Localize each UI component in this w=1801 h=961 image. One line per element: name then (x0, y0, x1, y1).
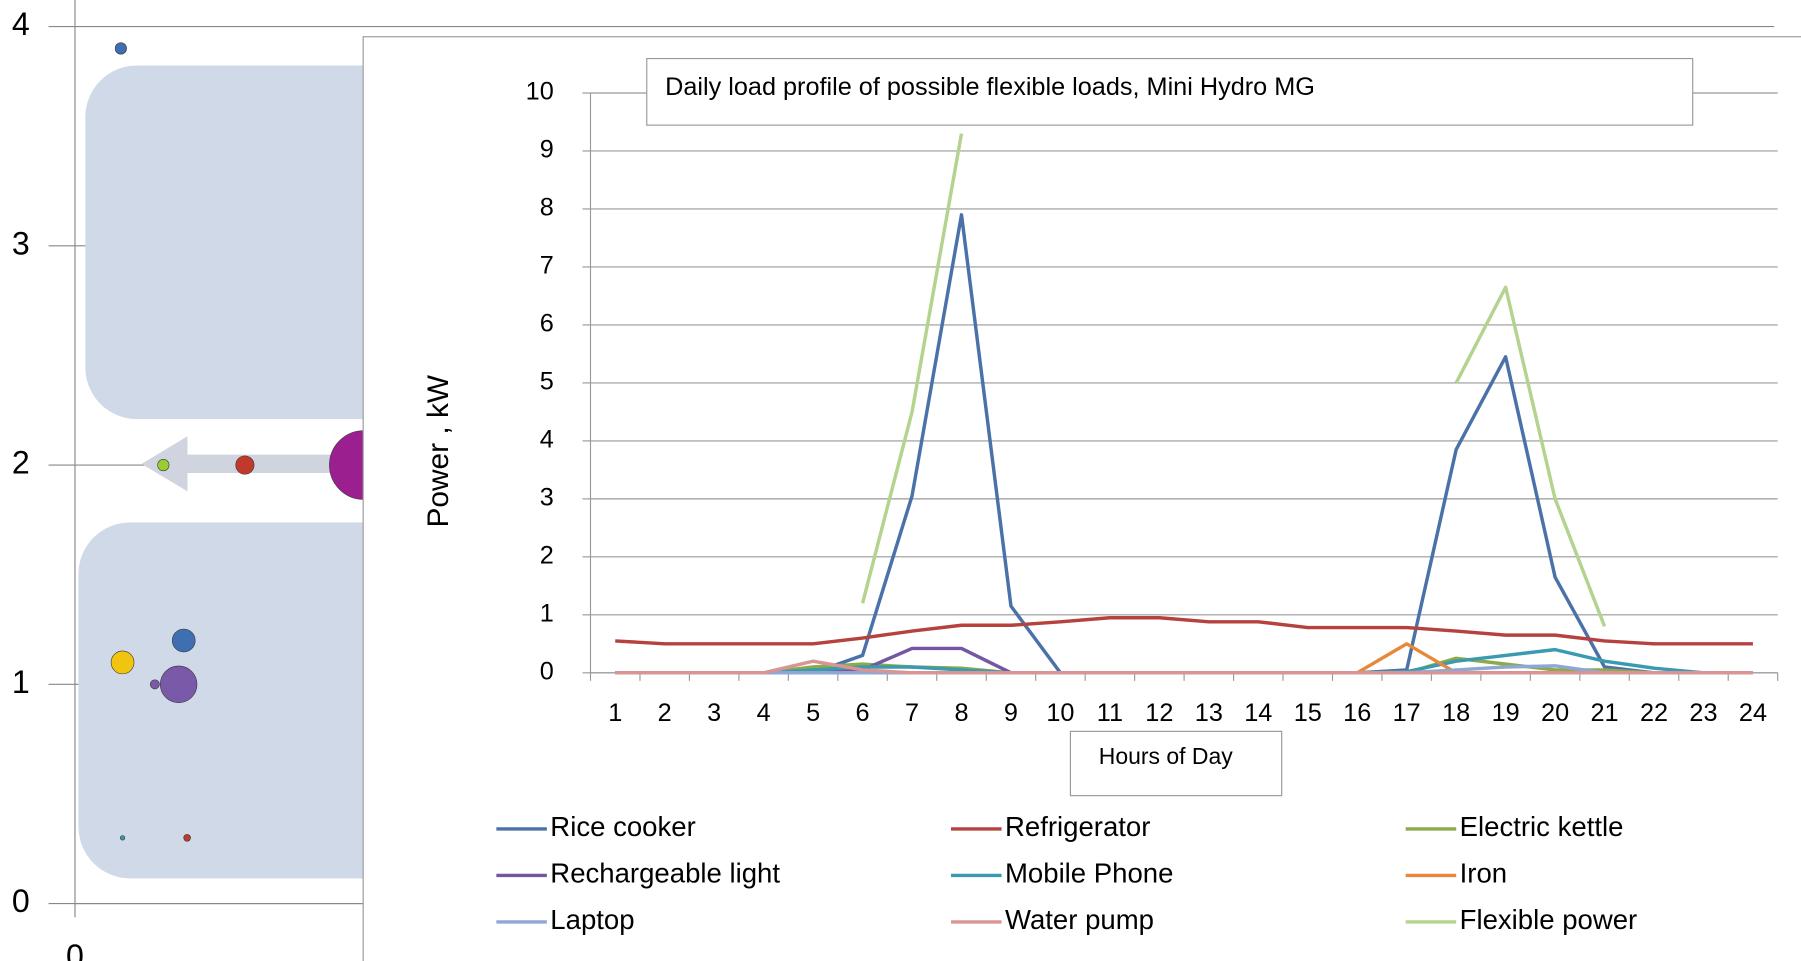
y-axis-title: Power , kW (422, 374, 455, 527)
bubble (120, 836, 125, 841)
legend-label: Rice cooker (550, 811, 695, 842)
x-tick-label: 20 (1541, 699, 1569, 727)
y-tick-label: 10 (526, 78, 554, 106)
legend-label: Flexible power (1460, 904, 1638, 935)
x-tick-label: 8 (954, 699, 968, 727)
bubble (115, 43, 126, 54)
x-tick-label: 11 (1097, 699, 1123, 727)
bubble (111, 651, 134, 674)
y-tick-label: 2 (12, 445, 30, 481)
screenshot: 012340 012345678910123456789101112131415… (0, 0, 1801, 961)
x-tick-label: 18 (1442, 699, 1470, 727)
legend-label: Electric kettle (1460, 811, 1624, 842)
legend-label: Mobile Phone (1005, 858, 1173, 889)
x-tick-label: 16 (1343, 699, 1371, 727)
x-tick-label: 2 (658, 699, 672, 727)
bubble (150, 680, 159, 689)
x-tick-label: 17 (1393, 699, 1421, 727)
page: 012340 012345678910123456789101112131415… (0, 0, 1801, 961)
x-tick-label: 9 (1004, 699, 1018, 727)
legend-label: Rechargeable light (550, 858, 780, 889)
x-tick-label: 19 (1492, 699, 1520, 727)
legend-label: Iron (1460, 858, 1507, 889)
x-tick-label: 6 (856, 699, 870, 727)
x-tick-label: 4 (757, 699, 771, 727)
y-tick-label: 1 (12, 664, 30, 700)
y-tick-label: 2 (540, 542, 554, 570)
x-tick-label: 21 (1591, 699, 1619, 727)
y-tick-label: 9 (540, 136, 554, 164)
legend-label: Refrigerator (1005, 811, 1150, 842)
x-tick-label: 1 (608, 699, 622, 727)
y-tick-label: 0 (12, 883, 30, 919)
legend-label: Laptop (550, 904, 634, 935)
x-tick-label: 12 (1145, 699, 1173, 727)
y-tick-label: 7 (540, 252, 554, 280)
y-tick-label: 6 (540, 310, 554, 338)
y-tick-label: 0 (540, 657, 554, 685)
x-tick-label: 7 (905, 699, 919, 727)
x-tick-label: 22 (1640, 699, 1668, 727)
y-tick-label: 3 (540, 484, 554, 512)
bubble (160, 666, 197, 703)
x-tick-label: 13 (1195, 699, 1223, 727)
bubble (158, 459, 169, 470)
y-tick-label: 4 (540, 426, 554, 454)
x-tick-label: 3 (707, 699, 721, 727)
y-tick-label: 5 (540, 368, 554, 396)
x-tick-label: 15 (1294, 699, 1322, 727)
y-tick-label: 8 (540, 194, 554, 222)
x-tick-label: 23 (1689, 699, 1717, 727)
chart-title: Daily load profile of possible flexible … (665, 73, 1315, 101)
x-tick-label: 0 (66, 938, 84, 961)
x-tick-label: 24 (1739, 699, 1767, 727)
legend-label: Water pump (1005, 904, 1154, 935)
y-tick-label: 4 (12, 6, 30, 42)
y-tick-label: 3 (12, 225, 30, 261)
bubble (172, 629, 195, 652)
x-axis-title: Hours of Day (1099, 743, 1233, 769)
bubble (236, 456, 254, 474)
x-tick-label: 10 (1046, 699, 1074, 727)
x-tick-label: 14 (1244, 699, 1272, 727)
y-tick-label: 1 (540, 600, 554, 628)
x-tick-label: 5 (806, 699, 820, 727)
bubble (184, 834, 191, 841)
